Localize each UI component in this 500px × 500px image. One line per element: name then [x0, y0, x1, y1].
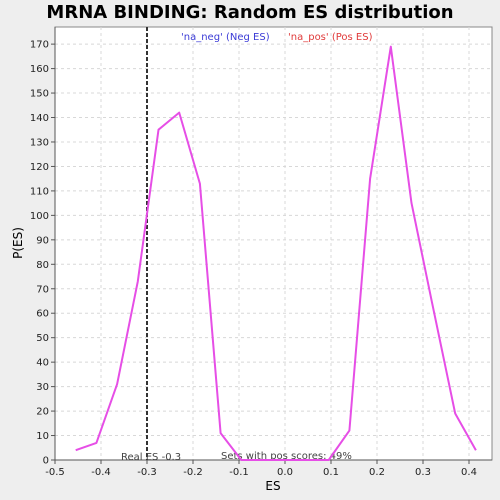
- y-tick-label: 30: [36, 382, 49, 393]
- pos-scores-annotation: Sets with pos scores: 49%: [221, 451, 352, 462]
- x-axis-label: ES: [265, 479, 280, 493]
- x-tick-label: 0.3: [415, 467, 431, 478]
- x-tick-label: -0.4: [91, 467, 111, 478]
- legend-pos-es: 'na_pos' (Pos ES): [288, 32, 373, 43]
- x-tick-label: -0.3: [137, 467, 157, 478]
- x-tick-label: -0.5: [45, 467, 65, 478]
- y-tick-label: 130: [30, 137, 49, 148]
- legend-neg-es: 'na_neg' (Neg ES): [181, 32, 270, 43]
- y-tick-label: 160: [30, 64, 49, 75]
- y-tick-label: 20: [36, 407, 49, 418]
- chart-title: MRNA BINDING: Random ES distribution: [46, 2, 453, 23]
- x-tick-label: 0.2: [369, 467, 385, 478]
- plot-area: [54, 26, 493, 461]
- y-tick-label: 80: [36, 260, 49, 271]
- y-tick-label: 100: [30, 211, 49, 222]
- x-tick-label: -0.2: [183, 467, 203, 478]
- x-tick-label: -0.1: [229, 467, 249, 478]
- y-tick-label: 170: [30, 40, 49, 51]
- y-tick-label: 150: [30, 89, 49, 100]
- y-tick-label: 120: [30, 162, 49, 173]
- y-axis-label: P(ES): [11, 227, 25, 259]
- series-group: [75, 45, 477, 461]
- y-tick-label: 10: [36, 431, 49, 442]
- real-es-label: Real ES -0.3: [121, 452, 181, 463]
- y-tick-label: 70: [36, 284, 49, 295]
- x-tick-label: 0.1: [323, 467, 339, 478]
- x-tick-label: 0.0: [277, 467, 293, 478]
- y-tick-label: 40: [36, 358, 49, 369]
- x-ticks: -0.5 -0.4 -0.3 -0.2 -0.1 0.0 0.1 0.2 0.3 0.4: [45, 460, 477, 478]
- series-line: [75, 45, 477, 461]
- y-tick-label: 0: [43, 456, 49, 467]
- y-tick-label: 50: [36, 333, 49, 344]
- y-tick-label: 110: [30, 186, 49, 197]
- y-tick-label: 90: [36, 235, 49, 246]
- y-tick-label: 60: [36, 309, 49, 320]
- y-ticks: 0 10 20 30 40 50 60 70 80 90 100 110 120 130 140 150 160…: [30, 40, 55, 467]
- x-tick-label: 0.4: [461, 467, 477, 478]
- y-tick-label: 140: [30, 113, 49, 124]
